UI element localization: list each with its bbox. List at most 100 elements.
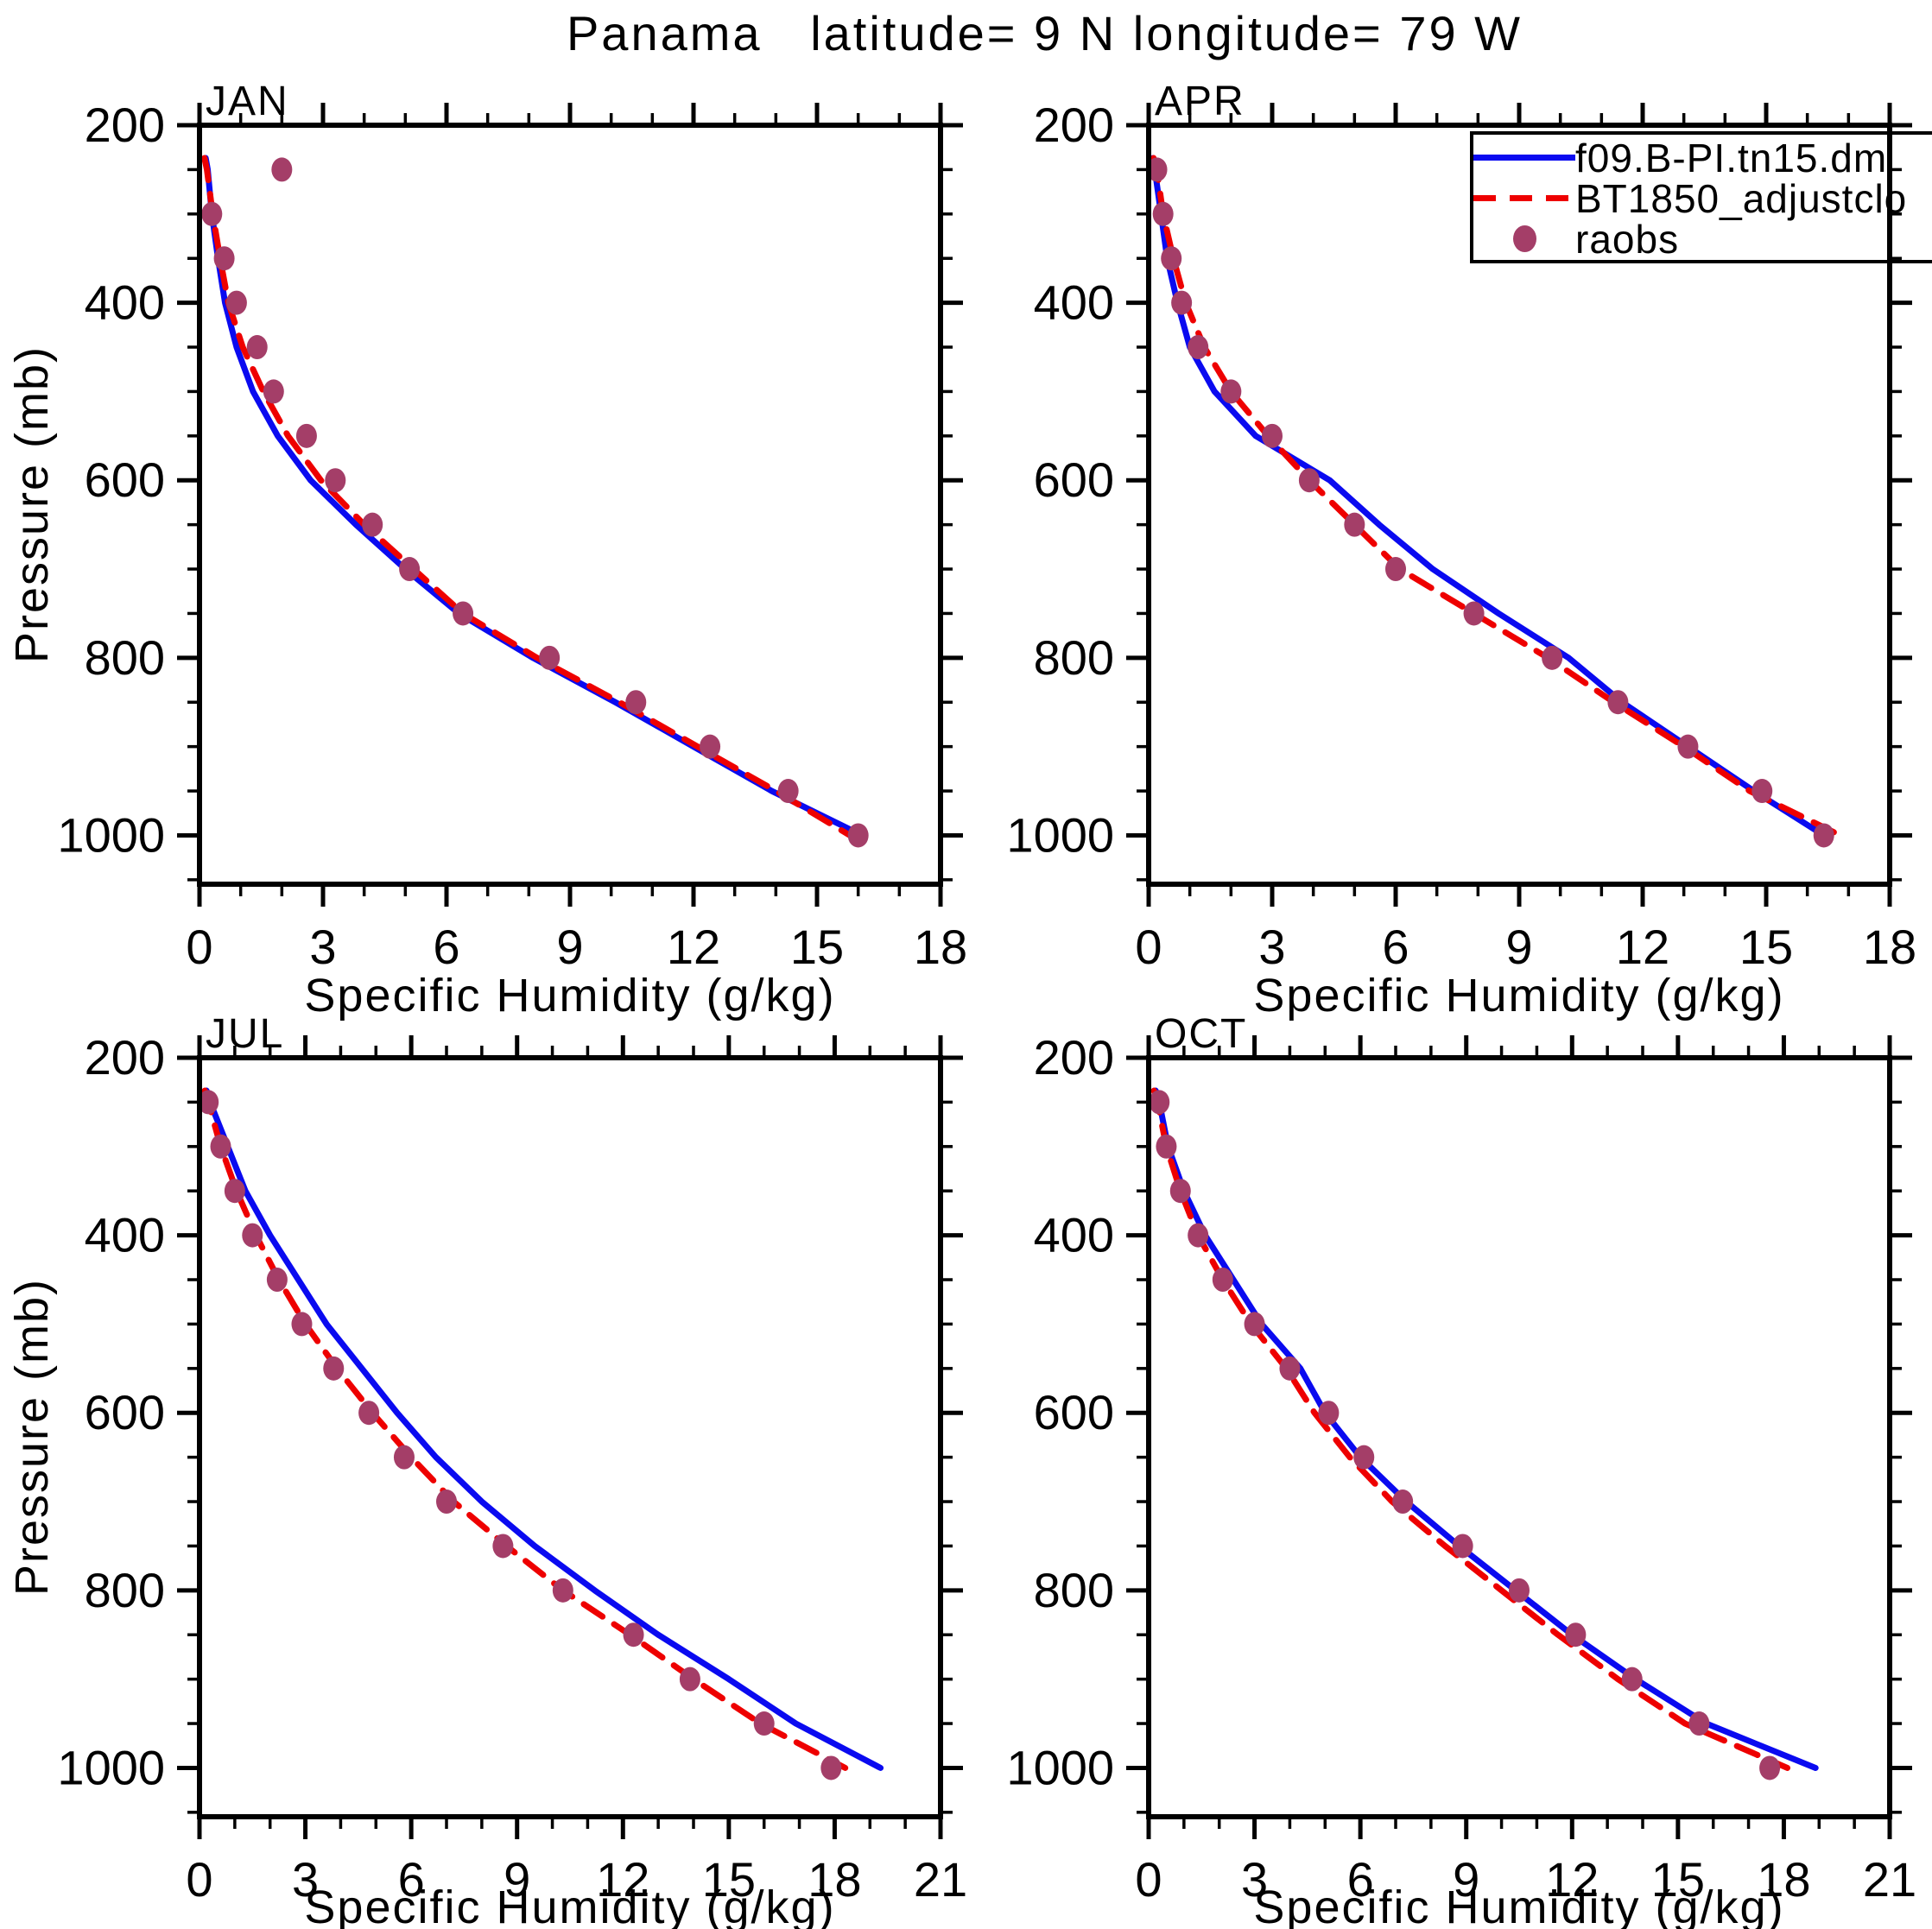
apr-raobs-point: [1188, 335, 1209, 360]
panel-title-jul: JUL: [206, 1011, 285, 1057]
jul-raobs-point: [242, 1223, 263, 1248]
apr-raobs-point: [1152, 201, 1174, 226]
apr-raobs-point: [1262, 423, 1283, 448]
jul-x-tick-label: 0: [186, 1852, 212, 1907]
oct-raobs-point: [1279, 1356, 1301, 1381]
x-axis-title-jan: Specific Humidity (g/kg): [304, 970, 836, 1021]
oct-raobs-point: [1353, 1445, 1375, 1470]
jul-y-tick-label: 1000: [57, 1740, 165, 1794]
jan-raobs-point: [213, 246, 235, 271]
jul-raobs-point: [753, 1711, 775, 1736]
legend-entry-raobs: raobs: [1473, 217, 1932, 262]
legend-label-model: f09.B-PI.tn15.dm: [1575, 135, 1888, 180]
jul-raobs-point: [291, 1312, 313, 1337]
jan-raobs-point: [225, 290, 247, 315]
x-axis-title-oct: Specific Humidity (g/kg): [1253, 1882, 1785, 1929]
panel-oct: 0 3 6 9 12 15 18 21 200 400 600 800 1000: [1006, 1030, 1916, 1907]
apr-raobs-point: [1161, 246, 1182, 271]
jul-x-tick-label: 9: [504, 1852, 530, 1907]
jan-raobs-point: [201, 201, 223, 226]
x-axis-title-jul: Specific Humidity (g/kg): [304, 1882, 836, 1929]
apr-x-tick-label: 6: [1382, 920, 1409, 974]
oct-x-tick-label: 6: [1347, 1852, 1374, 1907]
dashed-line-swatch-icon: [1473, 195, 1575, 201]
apr-y-tick-label: 400: [1034, 275, 1114, 330]
jul-x-tick-label: 12: [596, 1852, 649, 1907]
apr-model-curve: [1150, 155, 1827, 838]
oct-plot-frame: [1146, 1055, 1892, 1819]
jul-y-tick-label: 600: [85, 1385, 165, 1439]
solid-line-swatch-icon: [1473, 155, 1575, 161]
jan-x-tick-label: 12: [667, 920, 720, 974]
oct-x-tick-label: 21: [1863, 1852, 1916, 1907]
apr-raobs-point: [1677, 734, 1699, 759]
jul-raobs-point: [820, 1755, 842, 1780]
panel-title-apr: APR: [1155, 79, 1245, 124]
apr-x-tick-label: 15: [1739, 920, 1793, 974]
jul-x-tick-label: 18: [808, 1852, 861, 1907]
oct-raobs-point: [1759, 1755, 1781, 1780]
apr-raobs-point: [1298, 468, 1320, 493]
oct-raobs-point: [1452, 1534, 1473, 1559]
jul-model-curve: [203, 1087, 884, 1771]
oct-y-tick-label: 400: [1034, 1208, 1114, 1262]
legend-label-baseline: BT1850_adjustclo: [1575, 175, 1908, 221]
jul-raobs-point: [210, 1134, 231, 1159]
oct-y-tick-label: 600: [1034, 1385, 1114, 1439]
panel-apr: 0 3 6 9 12 15 18 200 400 600 800 1000: [1006, 98, 1916, 974]
oct-raobs-point: [1188, 1223, 1209, 1248]
oct-raobs-point: [1509, 1578, 1530, 1603]
jan-y-tick-label: 200: [85, 98, 165, 152]
apr-x-tick-label: 0: [1135, 920, 1162, 974]
x-axis-title-apr: Specific Humidity (g/kg): [1253, 970, 1785, 1021]
jan-raobs-point: [399, 557, 421, 582]
jul-raobs-point: [393, 1445, 415, 1470]
apr-y-tick-label: 600: [1034, 452, 1114, 507]
jul-raobs-point: [492, 1534, 514, 1559]
jul-y-tick-label: 800: [85, 1563, 165, 1617]
apr-raobs-point: [1813, 823, 1834, 848]
jan-x-tick-label: 3: [309, 920, 336, 974]
jan-raobs-point: [246, 335, 268, 360]
jan-raobs-point: [295, 423, 317, 448]
legend-box: f09.B-PI.tn15.dm BT1850_adjustclo raobs: [1470, 131, 1932, 263]
apr-y-tick-label: 1000: [1006, 807, 1114, 862]
legend-entry-baseline: BT1850_adjustclo: [1473, 176, 1932, 221]
apr-raobs-point: [1607, 690, 1629, 715]
jul-raobs-point: [266, 1268, 288, 1293]
jan-x-tick-label: 6: [433, 920, 459, 974]
oct-raobs-point: [1688, 1711, 1710, 1736]
oct-model-curve: [1152, 1087, 1819, 1771]
jan-x-tick-label: 0: [186, 920, 212, 974]
apr-x-tick-label: 18: [1863, 920, 1916, 974]
oct-raobs-point: [1244, 1312, 1265, 1337]
oct-raobs-point: [1318, 1401, 1340, 1426]
apr-y-tick-label: 200: [1034, 98, 1114, 152]
panel-title-oct: OCT: [1155, 1011, 1248, 1057]
oct-raobs-point: [1621, 1667, 1643, 1692]
jul-y-tick-label: 400: [85, 1208, 165, 1262]
jul-y-tick-label: 200: [85, 1030, 165, 1085]
legend-entry-model: f09.B-PI.tn15.dm: [1473, 135, 1932, 180]
oct-raobs-point: [1212, 1268, 1233, 1293]
jul-raobs-point: [679, 1667, 700, 1692]
jan-y-tick-label: 800: [85, 630, 165, 685]
apr-y-tick-label: 800: [1034, 630, 1114, 685]
apr-x-tick-label: 3: [1258, 920, 1285, 974]
apr-raobs-point: [1171, 290, 1193, 315]
panel-jan: 0 3 6 9 12 15 18 200 400 600 800 1000: [57, 98, 967, 974]
jul-raobs-point: [552, 1578, 573, 1603]
apr-x-tick-label: 9: [1505, 920, 1532, 974]
oct-raobs-point: [1149, 1090, 1170, 1115]
jan-x-tick-label: 18: [914, 920, 967, 974]
jan-y-tick-label: 400: [85, 275, 165, 330]
apr-x-tick-label: 12: [1616, 920, 1669, 974]
y-axis-title-row1: Pressure (mb): [6, 345, 58, 664]
apr-raobs-point: [1344, 512, 1365, 537]
jul-raobs-point: [358, 1401, 380, 1426]
panel-title-jan: JAN: [206, 79, 289, 124]
apr-raobs-point: [1220, 379, 1242, 404]
y-axis-title-row2: Pressure (mb): [6, 1277, 58, 1597]
apr-raobs-point: [1751, 779, 1773, 804]
jan-raobs-point: [625, 690, 647, 715]
